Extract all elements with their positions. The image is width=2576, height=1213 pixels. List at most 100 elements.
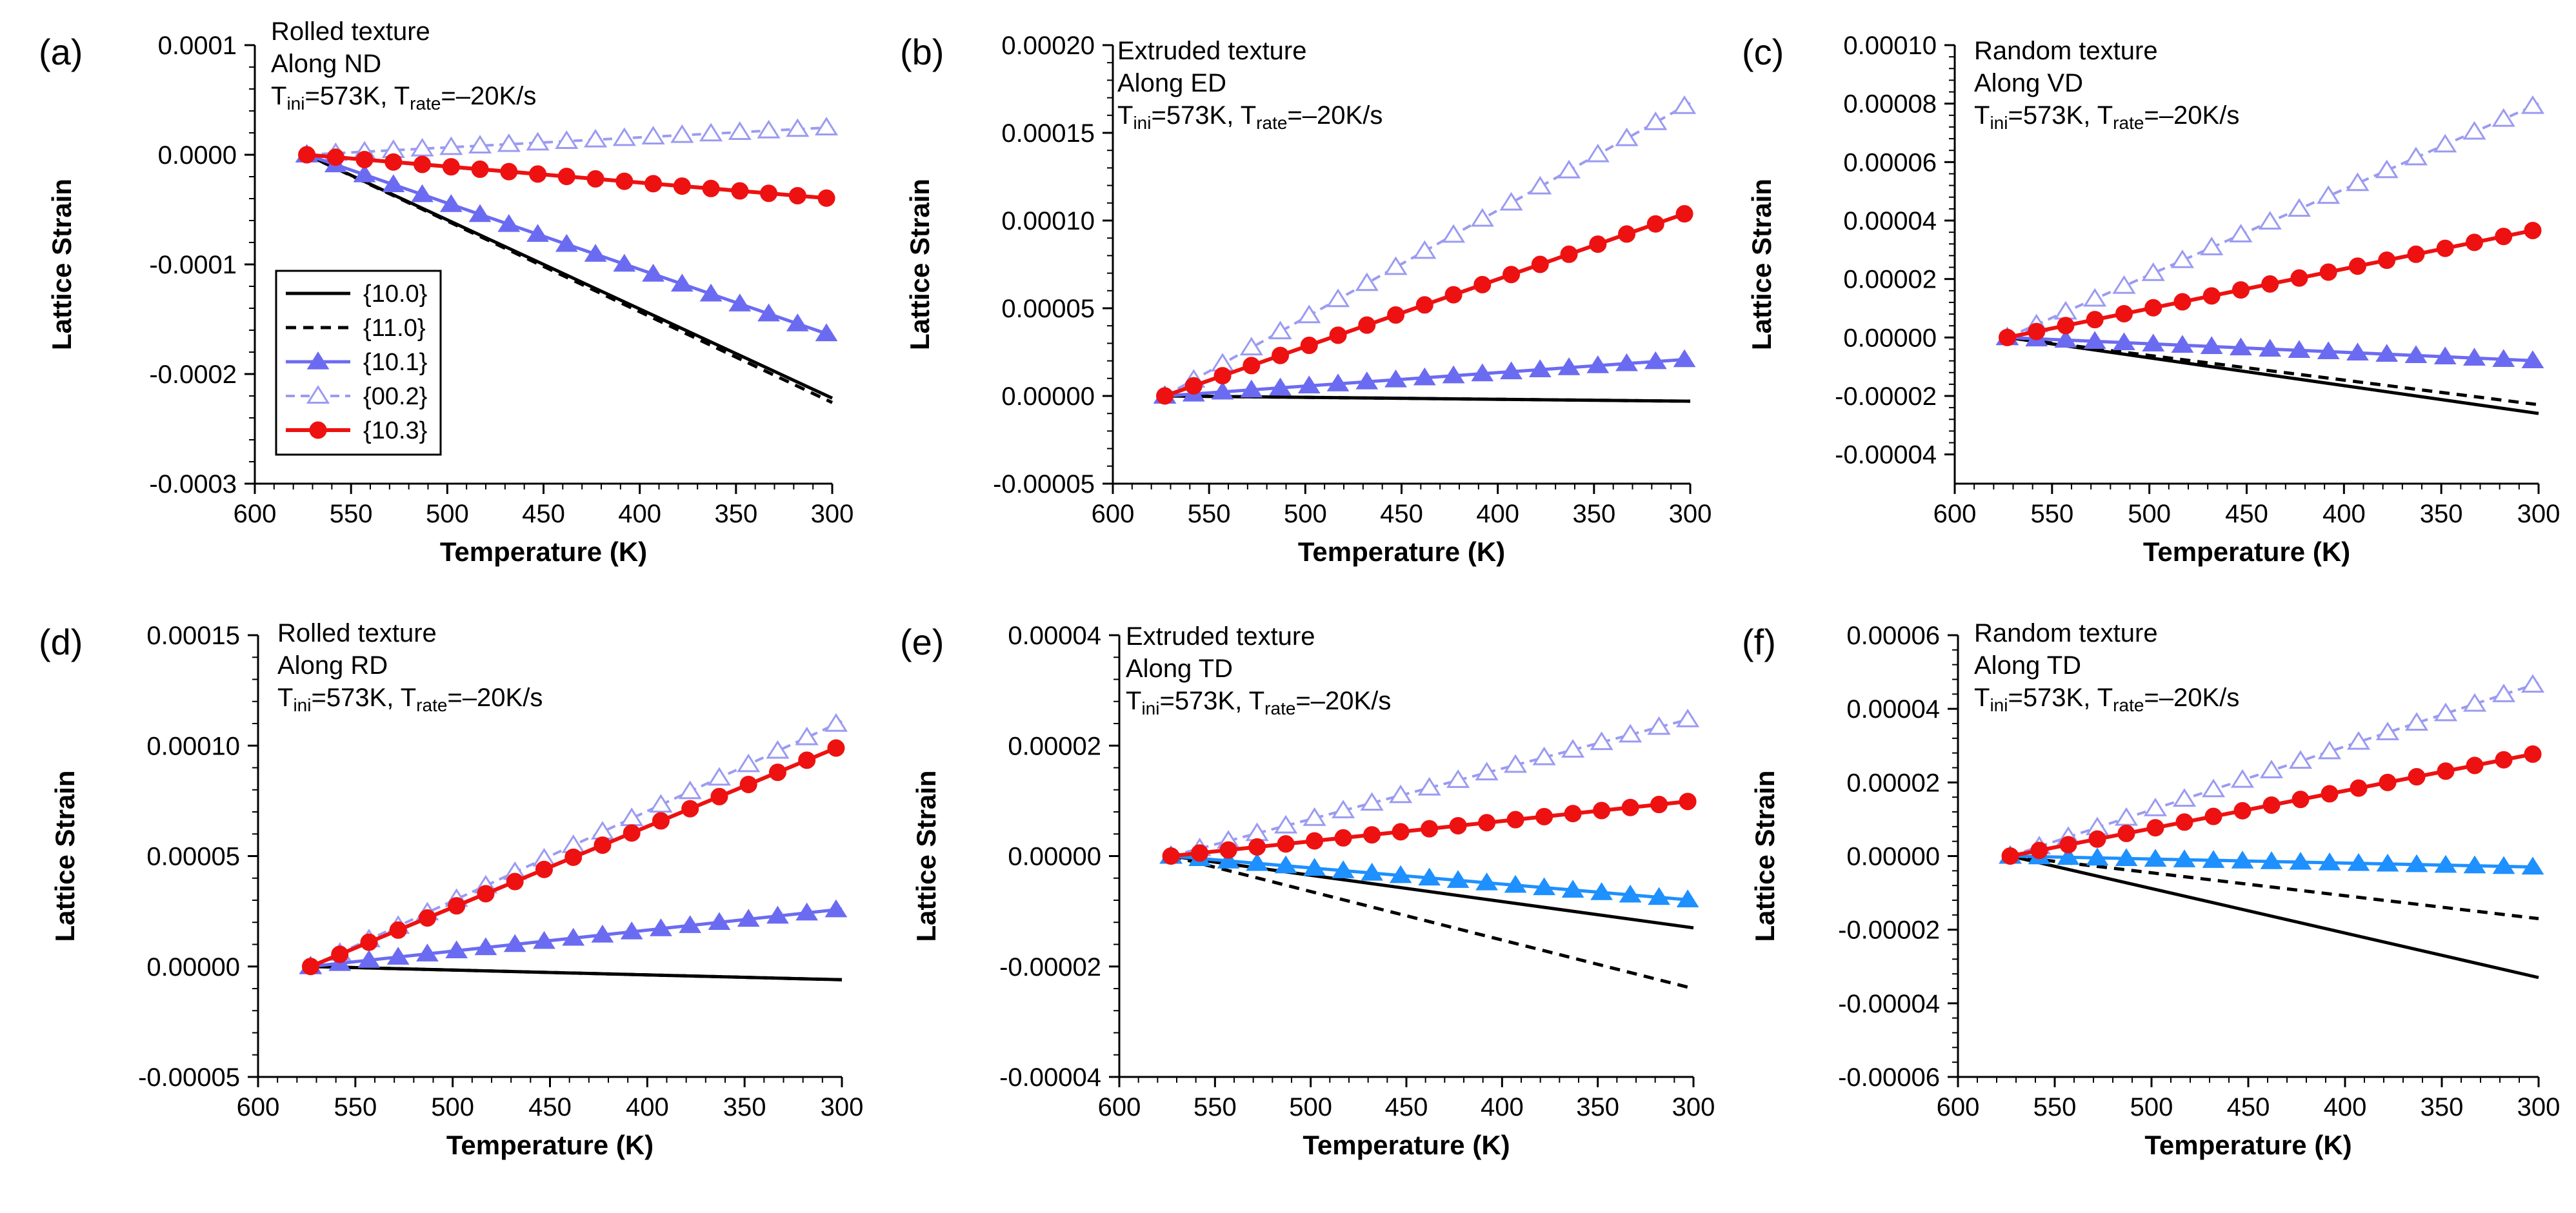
data-point	[439, 194, 463, 212]
data-point	[526, 224, 549, 242]
data-point	[728, 293, 752, 311]
data-point	[2521, 350, 2544, 368]
data-point	[768, 764, 786, 782]
data-point	[1619, 884, 1642, 903]
data-point	[649, 794, 673, 813]
data-point	[613, 253, 636, 272]
y-tick-label: -0.00006	[1838, 1063, 1940, 1092]
data-point	[699, 283, 723, 302]
data-point	[623, 824, 641, 842]
data-point	[2144, 299, 2162, 317]
data-point	[827, 739, 845, 757]
x-tick-label: 500	[2128, 500, 2171, 528]
data-point	[2233, 802, 2252, 820]
data-point	[1211, 381, 1234, 400]
y-tick-label: 0.00000	[1843, 324, 1937, 352]
data-point	[414, 155, 432, 173]
data-point	[2112, 275, 2136, 294]
data-point	[2491, 684, 2516, 702]
data-point	[1679, 793, 1697, 811]
series-103	[1998, 221, 2542, 346]
data-point	[1676, 889, 1699, 907]
data-point	[1441, 224, 1466, 243]
data-point	[642, 264, 664, 282]
annotation-direction: Along TD	[1126, 655, 1233, 683]
annotation-params: Tini=573K, Trate=–20K/s	[1126, 687, 1391, 718]
x-tick-label: 350	[1576, 1093, 1619, 1121]
data-point	[670, 124, 694, 143]
data-point	[2346, 731, 2371, 750]
data-point	[410, 137, 434, 157]
y-tick-label: -0.00002	[1835, 382, 1937, 411]
data-point	[679, 915, 702, 933]
data-point	[2086, 847, 2109, 866]
data-point	[2144, 849, 2167, 867]
data-point	[1647, 716, 1671, 735]
annotation-params: Tini=573K, Trate=–20K/s	[277, 684, 543, 715]
data-point	[2433, 133, 2457, 153]
legend-marker	[309, 421, 327, 439]
data-point	[2317, 341, 2340, 360]
series-002	[1995, 95, 2545, 346]
data-point	[1444, 286, 1463, 304]
data-point	[1648, 887, 1671, 905]
annotation-params: Tini=573K, Trate=–20K/s	[1117, 101, 1383, 133]
data-point	[757, 303, 780, 322]
series-line	[2010, 854, 2539, 921]
data-point	[2200, 237, 2224, 255]
x-tick-label: 550	[2033, 1093, 2077, 1121]
data-point	[1586, 143, 1610, 163]
data-point	[2319, 263, 2337, 281]
data-point	[1217, 851, 1240, 869]
data-point	[2462, 693, 2487, 712]
data-point	[2088, 830, 2106, 848]
panel-3: (c) 600 550 500 450 400 350 300 0.00010 0.00008 0.…	[1742, 32, 2560, 567]
data-point	[737, 909, 760, 927]
data-point	[1384, 256, 1408, 275]
legend-label: {10.0}	[363, 281, 427, 308]
annotation-direction: Along ED	[1117, 69, 1226, 97]
series-103	[2001, 745, 2542, 865]
data-point	[2114, 807, 2139, 826]
data-point	[702, 179, 720, 197]
data-point	[2261, 275, 2279, 293]
data-point	[2433, 346, 2457, 364]
y-tick-label: 0.00010	[146, 732, 240, 760]
data-point	[533, 931, 555, 949]
data-point	[1418, 867, 1441, 886]
annotation-direction: Along RD	[277, 651, 388, 680]
data-point	[1528, 175, 1552, 195]
data-point	[360, 933, 378, 951]
y-tick-label: 0.00006	[1846, 622, 1940, 650]
data-point	[1503, 754, 1528, 773]
series-101	[295, 144, 838, 342]
data-point	[1389, 865, 1412, 883]
y-axis-title: Lattice Strain	[46, 179, 77, 350]
data-point	[2230, 337, 2252, 356]
x-axis-title: Temperature (K)	[2143, 537, 2350, 567]
series-101	[299, 899, 848, 974]
x-tick-label: 300	[1672, 1093, 1715, 1121]
data-point	[786, 118, 810, 137]
data-point	[766, 740, 790, 759]
data-point	[355, 150, 374, 168]
annotation-params: Tini=573K, Trate=–20K/s	[1974, 684, 2239, 715]
data-point	[707, 767, 732, 786]
data-point	[2204, 807, 2222, 825]
data-point	[1560, 245, 1578, 263]
data-point	[535, 860, 553, 878]
data-point	[1504, 874, 1527, 893]
data-point	[814, 117, 839, 135]
data-point	[1499, 192, 1523, 211]
data-point	[620, 807, 644, 826]
annotation-direction: Along VD	[1974, 69, 2083, 97]
data-point	[1500, 361, 1523, 380]
y-tick-label: 0.0001	[158, 32, 237, 60]
data-point	[1475, 762, 1499, 781]
data-point	[326, 148, 344, 166]
y-tick-label: 0.00015	[146, 622, 240, 650]
data-point	[1156, 387, 1174, 405]
data-point	[2141, 262, 2165, 281]
data-point	[1243, 357, 1261, 375]
